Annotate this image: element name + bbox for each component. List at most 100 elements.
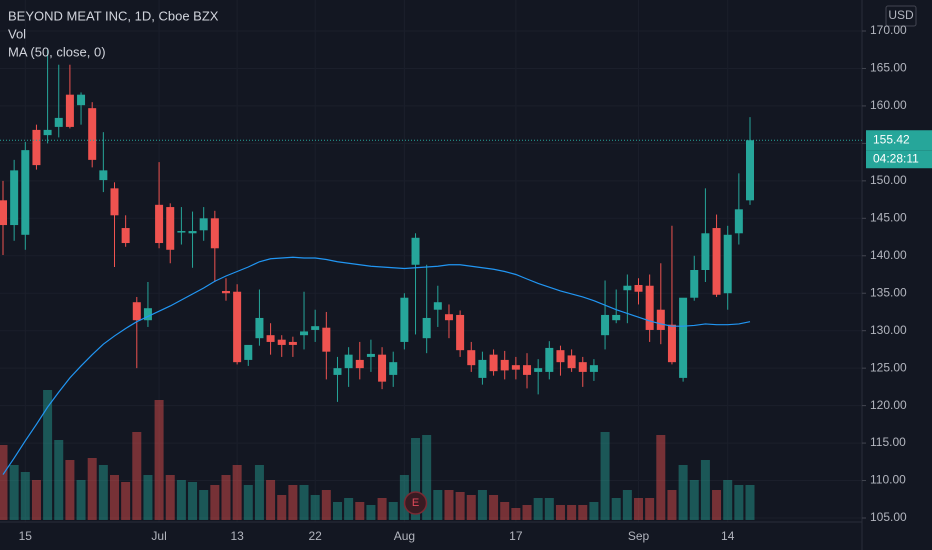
y-tick-label: 115.00 [870,435,906,449]
candle-body [333,368,342,375]
candle-body [411,237,420,265]
volume-bar [132,432,142,520]
candle-body [400,297,409,342]
candle-body [355,359,364,369]
candle-body [155,204,164,244]
candle-body [589,365,598,372]
y-tick-label: 165.00 [870,61,907,75]
chart-title: BEYOND MEAT INC, 1D, Cboe BZX [8,8,219,23]
countdown-tag [866,150,932,169]
candle-body [511,365,520,370]
y-tick-label: 125.00 [870,360,907,374]
ma-line [2,256,751,475]
candle-body [0,200,7,226]
candle-body [77,94,86,106]
earnings-marker [403,491,428,515]
candle-body [244,344,253,360]
volume-bar [199,490,209,520]
volume-bar [254,465,264,520]
volume-bar [544,498,554,520]
candle-body [612,314,621,321]
volume-bar [310,495,320,520]
y-tick-label: 110.00 [870,473,906,487]
candle-body [723,234,732,294]
volume-bar [277,495,287,520]
y-tick-label: 140.00 [870,248,907,262]
volume-bar [667,490,677,520]
volume-bar [9,465,19,520]
currency: USD [888,8,914,22]
candle-body [166,207,175,250]
candle-body [32,129,41,166]
last-price-tag [866,130,932,151]
volume-bar [466,495,476,520]
candle-body [433,302,442,310]
volume-bar [723,480,733,520]
volume-bar [87,458,97,520]
x-tick-label: 15 [19,529,33,543]
candle-body [690,270,699,298]
volume-bar [366,505,376,520]
volume-bar [165,475,175,520]
volume-bar [355,502,365,520]
y-tick-label: 170.00 [870,23,907,37]
candle-body [567,355,576,369]
volume-bar [611,498,621,520]
volume-bar [634,498,644,520]
volume-bar [734,485,744,520]
volume-bar [210,485,220,520]
candle-body [110,188,119,216]
volume-legend: Vol [8,26,26,41]
candle-body [578,362,587,372]
candle-body [422,317,431,339]
volume-bar [689,480,699,520]
volume-bar [121,482,131,520]
candle-body [500,359,509,371]
candle-body [132,302,141,321]
volume-bar [65,460,75,520]
candle-body [344,354,353,369]
volume-bar [411,438,421,520]
volume-bar [266,480,276,520]
candle-body [288,341,297,345]
candle-body [634,284,643,292]
volume-bar [455,492,465,520]
candle-body [143,308,152,321]
x-tick-label: 13 [230,529,244,543]
currency-box[interactable] [885,5,917,27]
candle-body [467,350,476,366]
y-tick-label: 130.00 [870,323,907,337]
candle-body [121,228,130,244]
candle-body [199,218,208,231]
volume-bar [221,475,231,520]
candle-body [489,354,498,372]
x-tick-label: Jul [151,529,166,543]
candle-body [656,309,665,330]
volume-bar [745,485,755,520]
x-tick-label: 17 [509,529,523,543]
volume-bar [645,498,655,520]
volume-bar [533,498,543,520]
volume-bar [700,460,710,520]
candle-body [10,170,19,226]
candle-body [378,354,387,382]
volume-bar [388,502,398,520]
volume-bar [232,465,242,520]
candle-body [65,94,74,127]
volume-bar [555,505,565,520]
candle-body [645,285,654,330]
candle-body [712,228,721,295]
candle-body [210,218,219,249]
candle-body [389,362,398,375]
volume-bar [20,472,30,520]
volume-bar [444,490,454,520]
candle-body [43,129,52,136]
volume-bar [76,480,86,520]
candle-body [255,317,264,339]
candle-body [556,350,565,363]
volume-bar [288,485,298,520]
volume-bar [176,480,186,520]
volume-bar [500,502,510,520]
volume-bar [31,480,41,520]
